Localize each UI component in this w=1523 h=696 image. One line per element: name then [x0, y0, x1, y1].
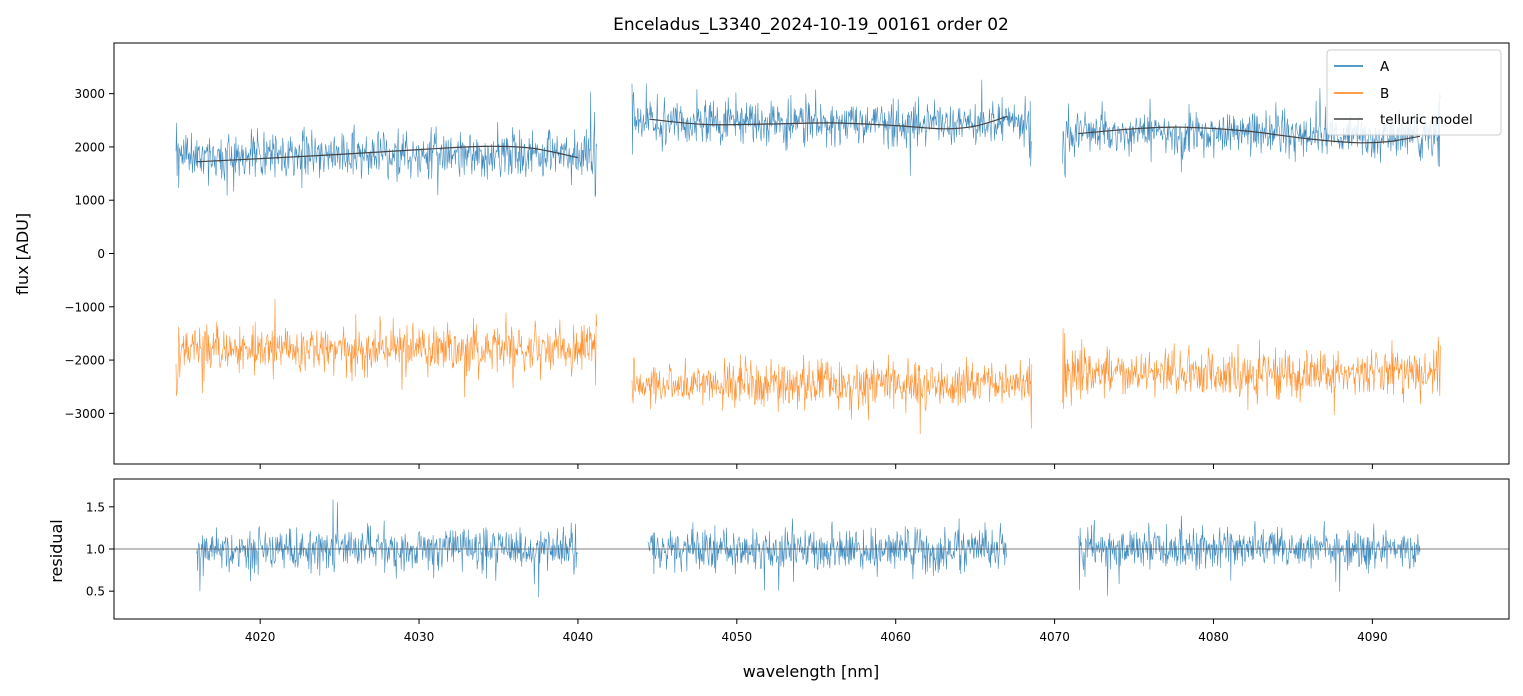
series-b-line — [175, 298, 1441, 435]
series-a-line — [175, 79, 1441, 197]
telluric-model-curve-1 — [196, 145, 579, 163]
bottom-y-tick-label: 1.5 — [86, 500, 105, 514]
top-y-tick-label: −1000 — [64, 300, 105, 314]
top-x-ticks — [259, 464, 1373, 469]
legend-label-a: A — [1380, 59, 1390, 75]
top-y-tick-label: −3000 — [64, 407, 105, 421]
legend-label-telluric-model: telluric model — [1380, 112, 1473, 128]
top-y-tick-label: 3000 — [74, 87, 105, 101]
legend-frame — [1326, 49, 1502, 136]
series-a-path — [175, 79, 1441, 197]
bottom-x-tick-label: 4040 — [563, 630, 594, 644]
bottom-x-axis: 4020 4030 4040 4050 4060 4070 4080 4090 — [245, 619, 1388, 644]
telluric-model-curve-2 — [649, 115, 1008, 130]
bottom-x-tick-label: 4030 — [404, 630, 435, 644]
telluric-model-curve-3 — [1078, 126, 1421, 144]
x-axis-label: wavelength [nm] — [743, 662, 880, 681]
legend: A B telluric model — [1326, 49, 1502, 136]
bottom-x-tick-label: 4050 — [722, 630, 753, 644]
telluric-model-line — [196, 115, 1421, 163]
series-b-path — [175, 298, 1441, 435]
top-y-axis-label: flux [ADU] — [13, 213, 32, 295]
residual-path — [196, 499, 1421, 598]
residual-line — [196, 499, 1421, 598]
bottom-y-tick-label: 1.0 — [86, 543, 105, 557]
chart-title: Enceladus_L3340_2024-10-19_00161 order 0… — [613, 15, 1009, 35]
top-y-tick-label: 1000 — [74, 194, 105, 208]
bottom-y-tick-label: 0.5 — [86, 585, 105, 599]
bottom-x-tick-label: 4020 — [245, 630, 276, 644]
bottom-x-tick-label: 4080 — [1198, 630, 1229, 644]
bottom-x-tick-label: 4070 — [1039, 630, 1070, 644]
legend-label-b: B — [1380, 86, 1389, 102]
top-plot-frame — [113, 42, 1510, 465]
bottom-y-axis-label: residual — [47, 519, 66, 582]
top-y-tick-label: −2000 — [64, 354, 105, 368]
bottom-x-tick-label: 4090 — [1357, 630, 1388, 644]
bottom-y-axis: 0.5 1.0 1.5 — [86, 500, 114, 599]
top-y-tick-label: 0 — [97, 247, 105, 261]
top-y-axis: −3000 −2000 −1000 0 1000 2000 3000 — [64, 87, 114, 421]
bottom-x-tick-label: 4060 — [880, 630, 911, 644]
top-y-tick-label: 2000 — [74, 140, 105, 154]
bottom-panel: 0.51.01.5 4020 4030 4040 4050 4060 4070 4080 40… — [47, 478, 1510, 681]
